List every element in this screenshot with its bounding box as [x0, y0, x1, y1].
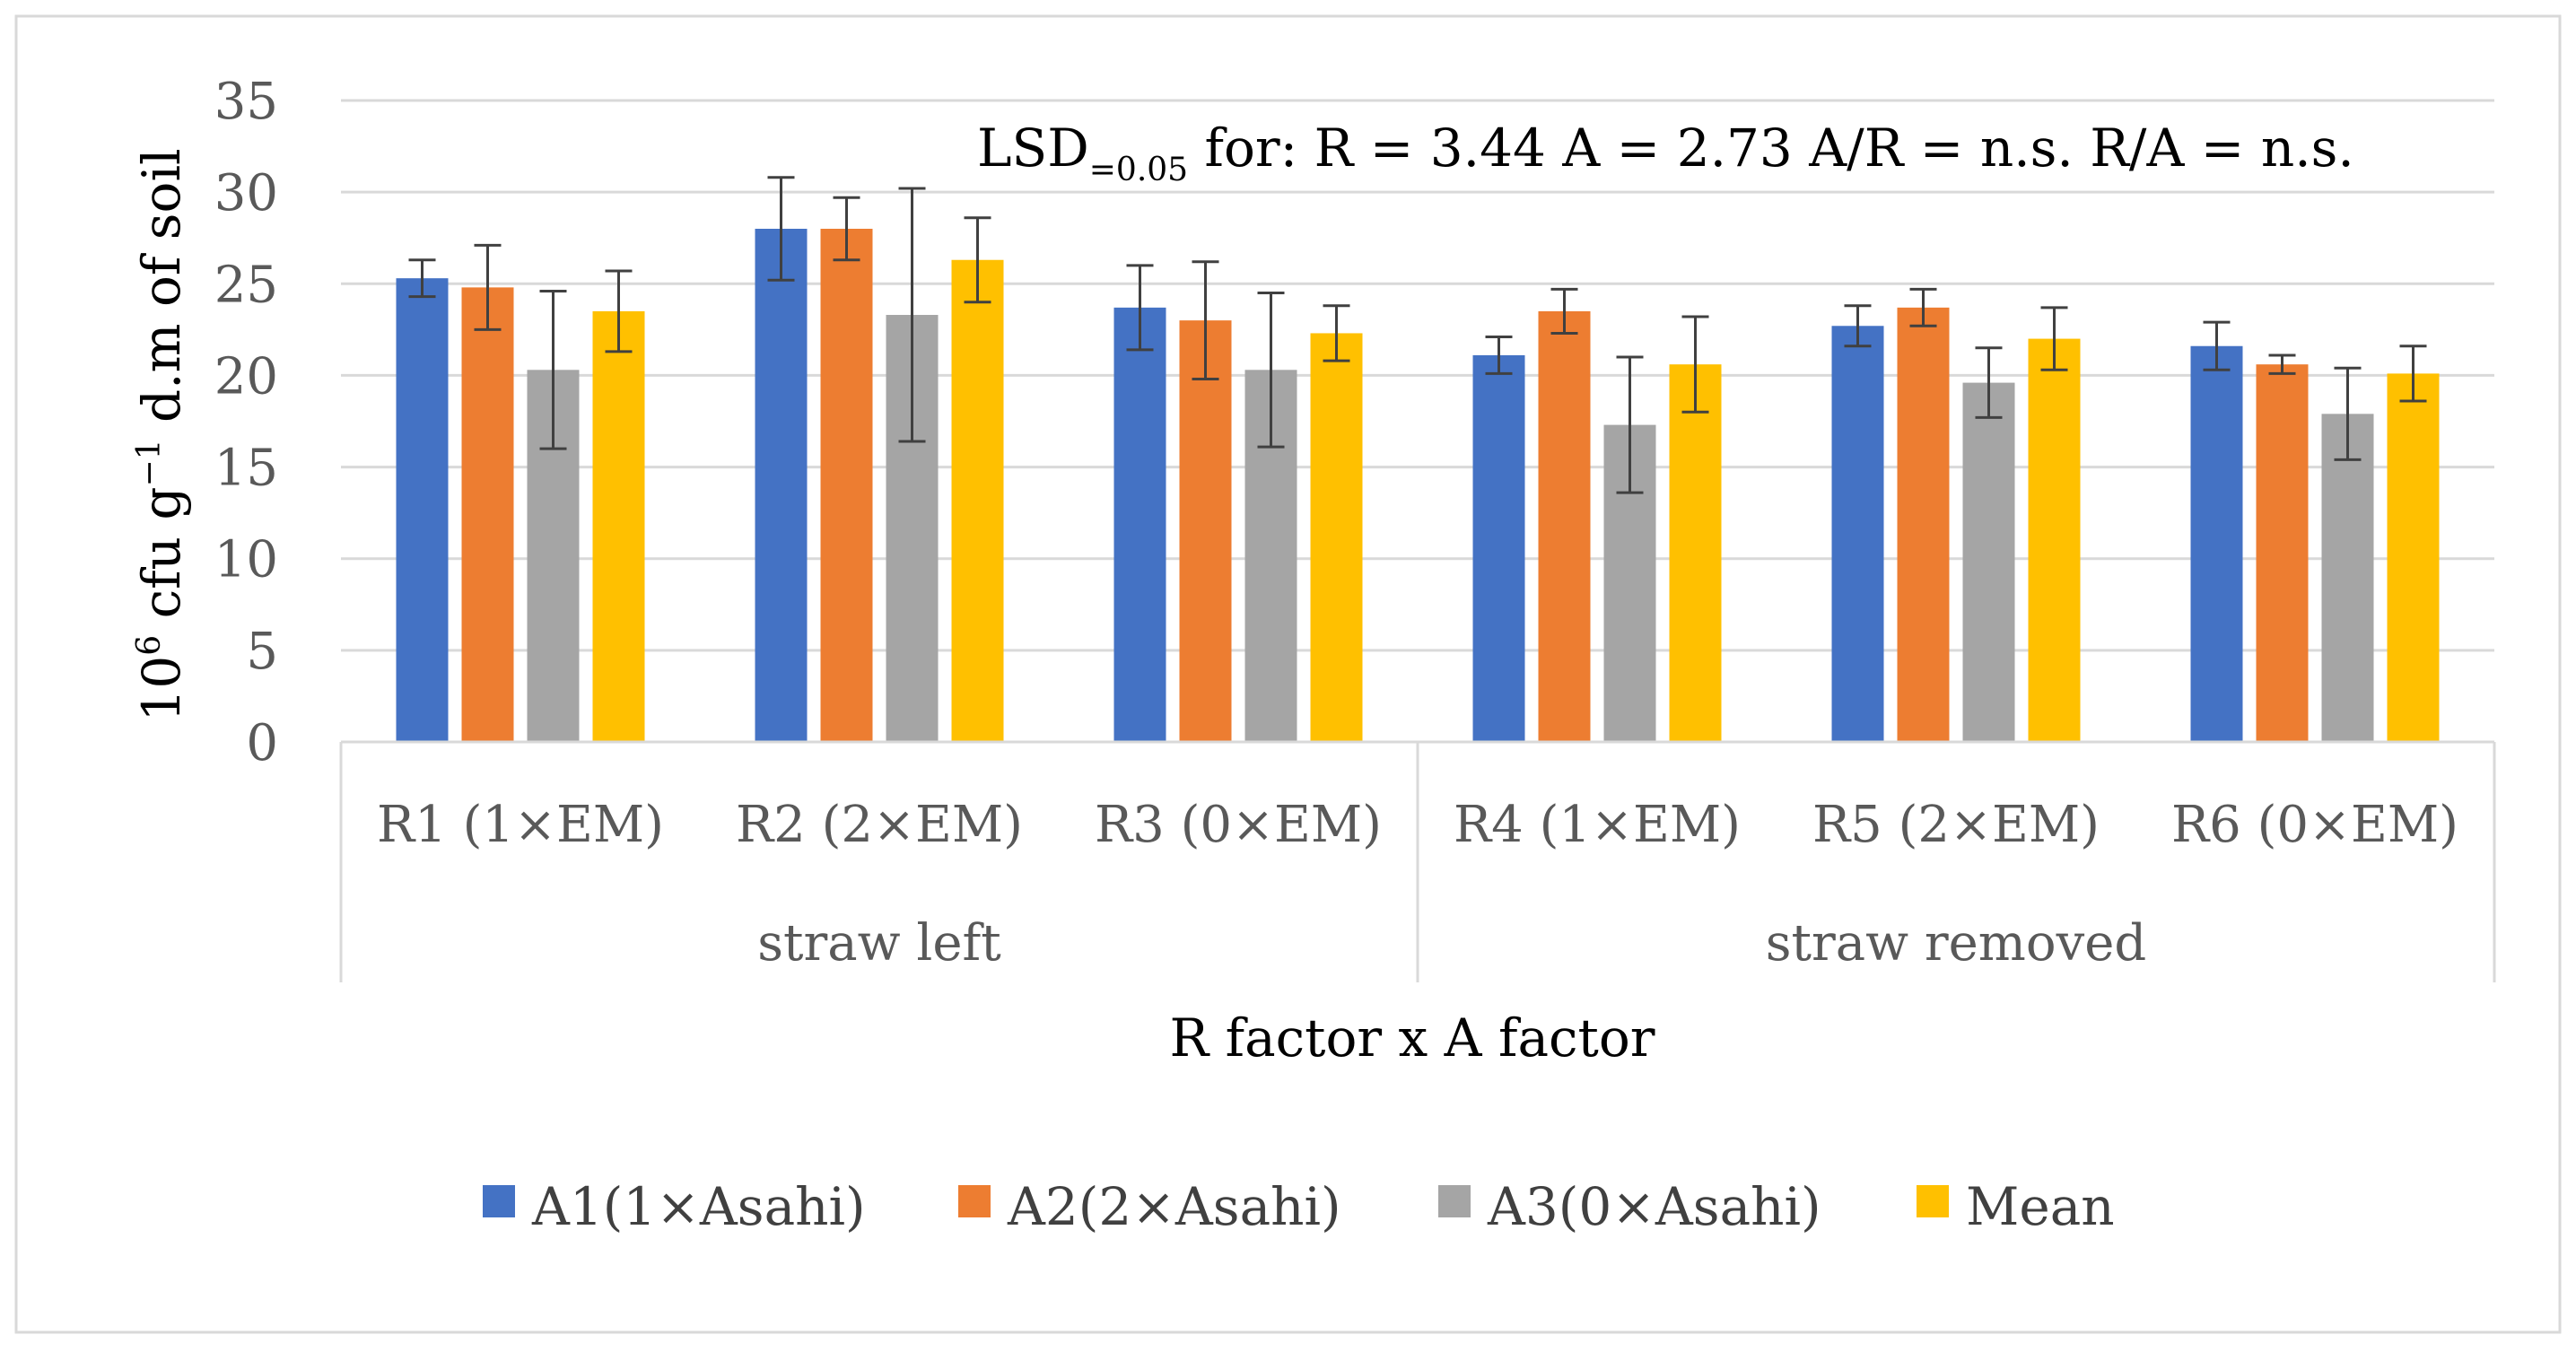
group-labels: straw left straw removed	[757, 914, 2146, 973]
y-tick-label: 35	[214, 73, 278, 131]
category-label: R5 (2×EM)	[1812, 796, 2100, 854]
category-label: R6 (0×EM)	[2171, 796, 2458, 854]
legend-swatch	[1917, 1185, 1949, 1217]
legend-swatch	[483, 1185, 515, 1217]
y-tick-label: 5	[246, 623, 278, 681]
x-axis	[339, 740, 2496, 982]
y-tick-label: 0	[246, 714, 278, 772]
bar	[2387, 373, 2440, 742]
y-axis-title: 106 cfu g−1 d.m of soil	[131, 148, 192, 721]
bar	[396, 278, 449, 743]
legend: A1(1×Asahi) A2(2×Asahi) A3(0×Asahi) Mean	[483, 1176, 2115, 1237]
gridlines	[341, 99, 2494, 652]
y-axis-tick-labels: 0 5 10 15 20 25 30 35	[214, 73, 278, 772]
bar	[1113, 307, 1166, 742]
error-bars	[408, 176, 2427, 494]
bar	[1962, 382, 2015, 742]
bar	[2321, 414, 2374, 742]
bar	[1310, 333, 1363, 742]
bar	[461, 287, 514, 742]
bar	[2028, 338, 2081, 742]
legend-swatch	[1438, 1185, 1471, 1217]
bar	[820, 229, 873, 742]
bar	[1831, 326, 1884, 742]
category-label: R1 (1×EM)	[377, 796, 664, 854]
x-axis-title: R factor x A factor	[1170, 1007, 1655, 1069]
category-label: R4 (1×EM)	[1454, 796, 1741, 854]
bar	[1669, 364, 1722, 742]
bar	[2190, 345, 2243, 742]
legend-label: A1(1×Asahi)	[531, 1176, 866, 1237]
bar	[1538, 310, 1591, 742]
y-tick-label: 15	[214, 440, 278, 498]
legend-swatch	[958, 1185, 991, 1217]
bar	[1179, 320, 1232, 742]
y-tick-label: 25	[214, 256, 278, 314]
category-label: R2 (2×EM)	[736, 796, 1023, 854]
bar	[592, 310, 645, 742]
group-label: straw left	[757, 914, 1001, 973]
bar	[755, 229, 808, 742]
y-tick-label: 30	[214, 164, 278, 222]
legend-label: A3(0×Asahi)	[1487, 1176, 1821, 1237]
legend-label: Mean	[1966, 1176, 2115, 1237]
bar	[951, 259, 1004, 742]
bar	[1472, 354, 1525, 742]
y-tick-label: 10	[214, 531, 278, 589]
bar	[1897, 307, 1950, 742]
y-tick-label: 20	[214, 347, 278, 406]
lsd-annotation: LSD=0.05 for: R = 3.44 A = 2.73 A/R = n.…	[977, 118, 2354, 188]
bar	[2256, 364, 2309, 742]
category-label: R3 (0×EM)	[1095, 796, 1382, 854]
group-label: straw removed	[1766, 914, 2146, 973]
category-labels: R1 (1×EM) R2 (2×EM) R3 (0×EM) R4 (1×EM) R5 (…	[377, 796, 2458, 854]
legend-label: A2(2×Asahi)	[1007, 1176, 1341, 1237]
bars	[396, 229, 2440, 743]
